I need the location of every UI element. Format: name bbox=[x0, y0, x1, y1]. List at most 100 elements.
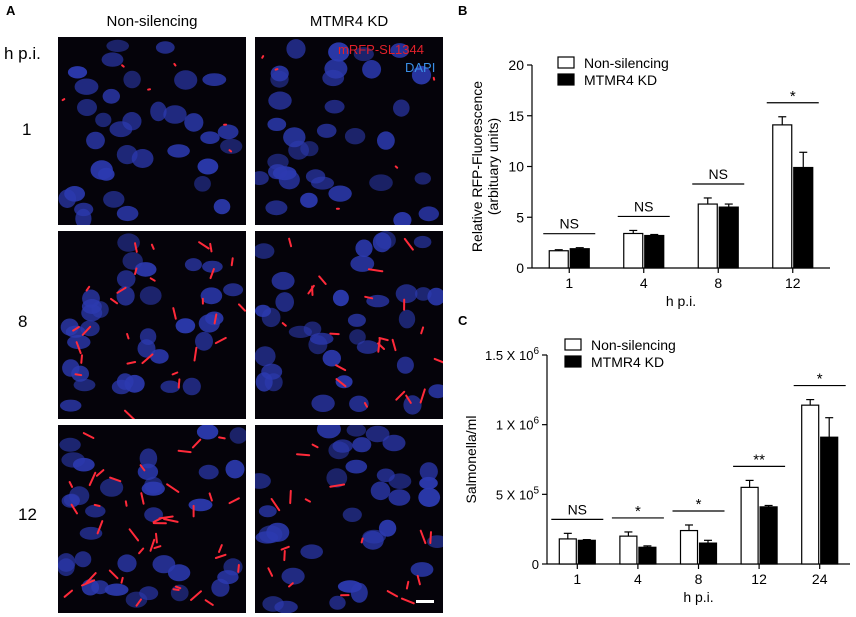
nucleus bbox=[150, 349, 169, 364]
nucleus bbox=[223, 283, 244, 297]
nucleus bbox=[347, 313, 366, 327]
micrograph-non-silencing-12h bbox=[58, 425, 246, 613]
nucleus bbox=[329, 595, 346, 610]
nucleus bbox=[271, 271, 295, 290]
bacteria bbox=[405, 580, 410, 590]
nucleus bbox=[188, 498, 213, 512]
nucleus bbox=[64, 186, 85, 202]
x-tick-label: 4 bbox=[634, 571, 642, 587]
nucleus bbox=[60, 399, 82, 412]
micrograph-cells bbox=[58, 425, 246, 608]
nucleus bbox=[275, 292, 294, 312]
x-axis-label: h p.i. bbox=[666, 293, 696, 309]
bar bbox=[801, 404, 820, 565]
bacteria bbox=[190, 590, 202, 601]
y-tick-label: 0 bbox=[516, 260, 524, 276]
bacteria bbox=[367, 268, 384, 273]
bacteria bbox=[155, 532, 158, 544]
nucleus bbox=[67, 66, 88, 79]
bar bbox=[698, 542, 718, 565]
bacteria bbox=[296, 453, 311, 457]
y-axis-label: (arbituary units) bbox=[485, 118, 501, 215]
nucleus bbox=[150, 101, 167, 122]
nucleus bbox=[117, 554, 137, 573]
nucleus bbox=[123, 70, 141, 89]
bacteria bbox=[80, 354, 83, 364]
nucleus bbox=[324, 59, 348, 79]
micrograph-mtmr4-kd-8h bbox=[255, 231, 443, 419]
x-tick-label: 1 bbox=[573, 571, 581, 587]
bacteria bbox=[191, 438, 202, 449]
legend-swatch bbox=[564, 338, 582, 351]
nucleus bbox=[213, 199, 231, 215]
nucleus bbox=[223, 558, 243, 576]
x-tick-label: 8 bbox=[695, 571, 703, 587]
bacteria bbox=[386, 590, 399, 598]
nucleus bbox=[311, 394, 335, 412]
nucleus bbox=[124, 374, 145, 393]
nucleus bbox=[262, 596, 284, 612]
nucleus bbox=[362, 530, 384, 550]
nucleus bbox=[174, 70, 198, 90]
bacteria bbox=[96, 520, 104, 535]
bacteria bbox=[280, 545, 290, 551]
bacteria bbox=[177, 449, 192, 454]
bacteria bbox=[400, 597, 415, 605]
nucleus bbox=[328, 441, 350, 460]
nucleus bbox=[101, 52, 124, 67]
bacteria bbox=[198, 241, 210, 250]
bacteria bbox=[283, 550, 286, 562]
nucleus bbox=[86, 131, 105, 150]
bacteria bbox=[360, 537, 364, 544]
x-tick-label: 8 bbox=[714, 275, 722, 291]
significance-label: ** bbox=[753, 451, 765, 468]
x-tick-label: 4 bbox=[640, 275, 648, 291]
nucleus bbox=[393, 212, 412, 225]
nucleus bbox=[202, 73, 227, 86]
bar bbox=[820, 436, 839, 565]
nucleus bbox=[346, 425, 366, 437]
legend-label: Non-silencing bbox=[584, 55, 669, 71]
legend-label: MTMR4 KD bbox=[584, 72, 657, 88]
nucleus bbox=[362, 60, 382, 79]
significance-label: * bbox=[635, 503, 641, 520]
nucleus bbox=[390, 43, 409, 58]
bacteria bbox=[149, 538, 156, 552]
bacteria bbox=[68, 481, 74, 488]
bacteria bbox=[134, 242, 138, 253]
nucleus bbox=[324, 99, 345, 114]
bacteria bbox=[391, 338, 397, 352]
nucleus bbox=[286, 39, 306, 59]
nucleus bbox=[281, 567, 305, 585]
nucleus bbox=[125, 591, 148, 608]
nucleus bbox=[194, 176, 211, 192]
nucleus bbox=[375, 231, 396, 250]
bacteria bbox=[174, 585, 182, 590]
bacteria bbox=[281, 322, 287, 327]
micrograph-cells bbox=[60, 233, 246, 419]
bacteria bbox=[124, 409, 136, 419]
y-tick-label: 0 bbox=[532, 557, 539, 572]
nucleus bbox=[116, 270, 136, 288]
bacteria bbox=[419, 388, 426, 404]
bacteria bbox=[214, 553, 227, 559]
nucleus bbox=[104, 583, 129, 596]
nucleus bbox=[116, 205, 139, 222]
nucleus bbox=[377, 131, 395, 150]
nucleus bbox=[267, 117, 287, 131]
x-tick-label: 12 bbox=[751, 571, 767, 587]
nucleus bbox=[268, 91, 292, 110]
bacteria bbox=[267, 567, 274, 577]
bar bbox=[772, 124, 793, 269]
bar bbox=[697, 203, 718, 269]
nucleus bbox=[410, 562, 434, 577]
nucleus bbox=[62, 359, 80, 377]
bacteria bbox=[128, 528, 140, 542]
bar bbox=[759, 506, 778, 565]
nucleus bbox=[418, 487, 441, 507]
bar bbox=[740, 486, 759, 565]
bacteria bbox=[218, 544, 223, 553]
bacteria bbox=[395, 390, 406, 401]
bacteria bbox=[153, 545, 162, 550]
nucleus bbox=[328, 42, 350, 62]
